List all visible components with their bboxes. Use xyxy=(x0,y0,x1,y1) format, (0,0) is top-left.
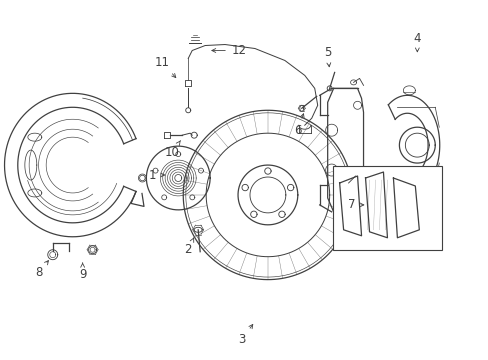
Text: 3: 3 xyxy=(238,324,252,346)
Text: 12: 12 xyxy=(232,44,246,57)
Text: 9: 9 xyxy=(79,262,86,281)
Text: 6: 6 xyxy=(293,114,304,137)
Bar xyxy=(332,166,441,250)
Text: 8: 8 xyxy=(35,261,48,279)
Text: 4: 4 xyxy=(413,32,420,52)
Text: 10: 10 xyxy=(164,140,180,159)
Text: 1: 1 xyxy=(148,168,164,181)
Text: 11: 11 xyxy=(155,56,175,78)
Text: 5: 5 xyxy=(324,46,331,67)
Text: 2: 2 xyxy=(184,238,193,256)
Text: 7: 7 xyxy=(347,198,363,211)
